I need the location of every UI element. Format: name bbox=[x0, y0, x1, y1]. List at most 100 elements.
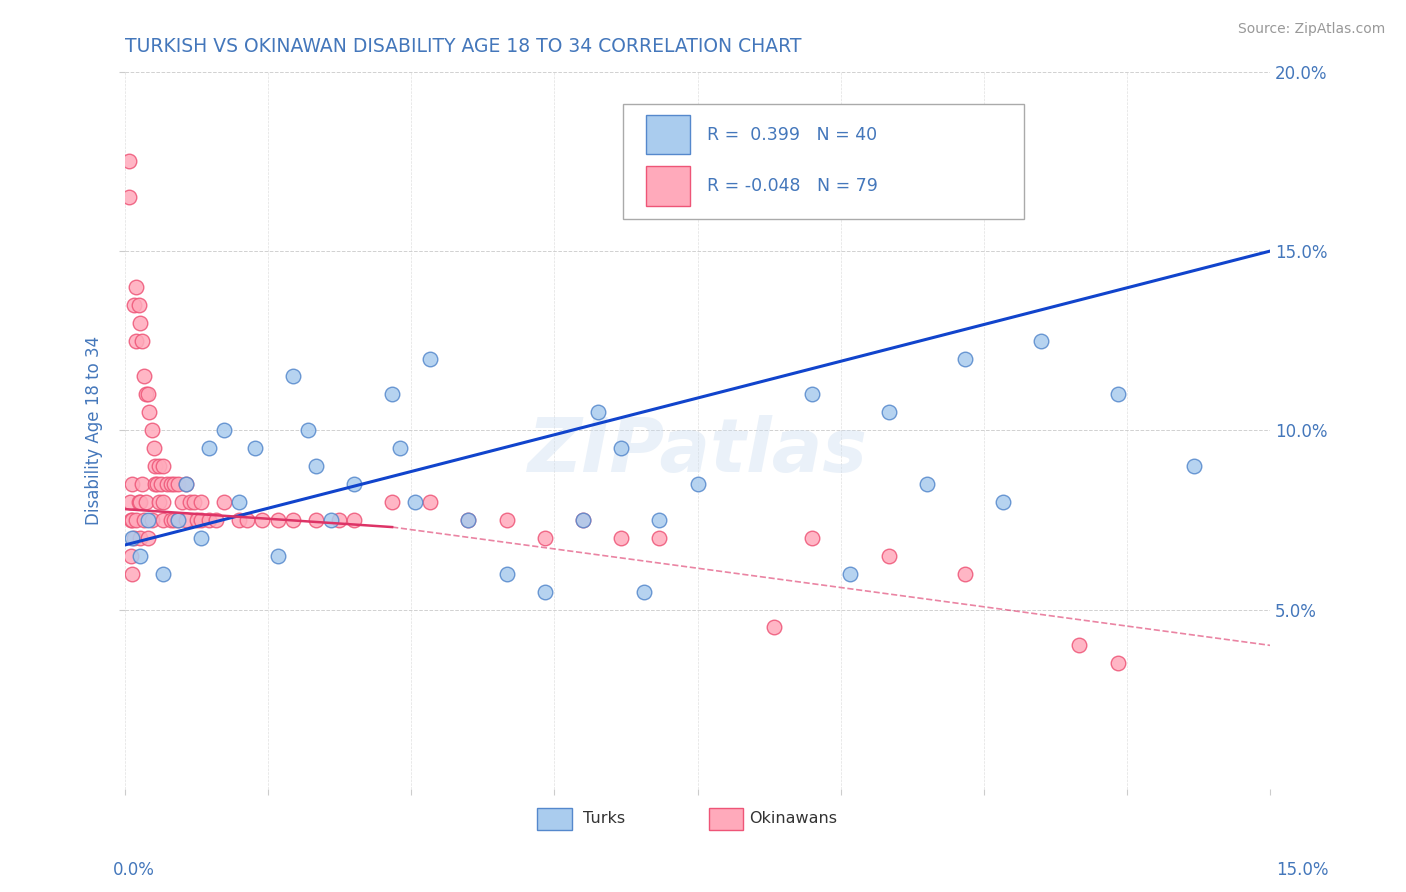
Point bbox=[122, 531, 145, 545]
Point bbox=[1182, 459, 1205, 474]
Point bbox=[281, 513, 304, 527]
Point bbox=[1031, 334, 1053, 348]
Point bbox=[183, 495, 205, 509]
Point bbox=[457, 513, 479, 527]
Point bbox=[205, 513, 228, 527]
Point bbox=[228, 513, 250, 527]
Point bbox=[179, 495, 201, 509]
Point bbox=[152, 566, 174, 581]
Point bbox=[305, 459, 328, 474]
Point bbox=[141, 513, 163, 527]
Point bbox=[236, 513, 259, 527]
Point bbox=[648, 531, 671, 545]
Point bbox=[648, 513, 671, 527]
Point bbox=[148, 495, 170, 509]
Point bbox=[588, 405, 610, 419]
Point bbox=[1069, 639, 1091, 653]
Point bbox=[167, 513, 190, 527]
Point bbox=[243, 441, 266, 455]
Point bbox=[152, 495, 174, 509]
Point bbox=[610, 531, 633, 545]
Point bbox=[152, 513, 174, 527]
Point bbox=[121, 531, 143, 545]
Point bbox=[495, 566, 517, 581]
Point bbox=[572, 513, 595, 527]
Point bbox=[915, 477, 938, 491]
Point bbox=[136, 513, 159, 527]
Point bbox=[121, 566, 143, 581]
Point bbox=[150, 477, 173, 491]
Point bbox=[186, 513, 208, 527]
Point bbox=[953, 351, 976, 366]
Point bbox=[801, 387, 824, 401]
Point bbox=[129, 549, 152, 563]
Point bbox=[190, 531, 212, 545]
Point bbox=[534, 584, 557, 599]
Point bbox=[125, 280, 148, 294]
Point bbox=[381, 387, 404, 401]
Point bbox=[145, 477, 167, 491]
Point bbox=[174, 513, 197, 527]
Bar bbox=[645, 115, 689, 154]
Point bbox=[122, 298, 145, 312]
Point bbox=[381, 495, 404, 509]
Point bbox=[633, 584, 655, 599]
Point bbox=[991, 495, 1014, 509]
Point bbox=[128, 495, 150, 509]
Point bbox=[319, 513, 342, 527]
Point bbox=[174, 477, 197, 491]
Point bbox=[266, 549, 288, 563]
Point bbox=[252, 513, 274, 527]
Point bbox=[190, 513, 212, 527]
Point bbox=[198, 513, 221, 527]
Point bbox=[877, 405, 900, 419]
Point bbox=[610, 441, 633, 455]
Point bbox=[724, 154, 747, 169]
Point bbox=[120, 495, 142, 509]
Point bbox=[141, 423, 163, 437]
Point bbox=[457, 513, 479, 527]
Point bbox=[163, 477, 186, 491]
Point bbox=[266, 513, 288, 527]
Point bbox=[138, 405, 160, 419]
Point bbox=[129, 316, 152, 330]
Point bbox=[297, 423, 319, 437]
Point bbox=[128, 298, 150, 312]
Point bbox=[136, 387, 159, 401]
Point bbox=[190, 495, 212, 509]
Point bbox=[419, 495, 441, 509]
Point bbox=[125, 513, 148, 527]
Point bbox=[159, 513, 181, 527]
Point bbox=[167, 477, 190, 491]
Point bbox=[121, 513, 143, 527]
Point bbox=[146, 477, 169, 491]
Point bbox=[125, 334, 148, 348]
Point bbox=[328, 513, 350, 527]
Text: Source: ZipAtlas.com: Source: ZipAtlas.com bbox=[1237, 22, 1385, 37]
Bar bbox=[709, 808, 744, 830]
Point bbox=[152, 459, 174, 474]
Point bbox=[136, 531, 159, 545]
Point bbox=[388, 441, 411, 455]
Point bbox=[212, 423, 235, 437]
Point bbox=[131, 477, 153, 491]
Point bbox=[305, 513, 328, 527]
Point bbox=[762, 620, 785, 634]
Point bbox=[145, 459, 167, 474]
Text: ZIPatlas: ZIPatlas bbox=[527, 416, 868, 488]
Point bbox=[135, 387, 157, 401]
Point bbox=[686, 477, 709, 491]
Point bbox=[174, 477, 197, 491]
Point bbox=[131, 334, 153, 348]
Text: R = -0.048   N = 79: R = -0.048 N = 79 bbox=[707, 178, 877, 195]
Point bbox=[148, 459, 170, 474]
Point bbox=[117, 154, 139, 169]
Point bbox=[198, 441, 221, 455]
Point bbox=[117, 190, 139, 204]
Point bbox=[129, 495, 152, 509]
Text: 0.0%: 0.0% bbox=[112, 861, 155, 879]
Point bbox=[172, 495, 194, 509]
Point bbox=[167, 513, 190, 527]
Text: 15.0%: 15.0% bbox=[1277, 861, 1329, 879]
Point bbox=[534, 531, 557, 545]
